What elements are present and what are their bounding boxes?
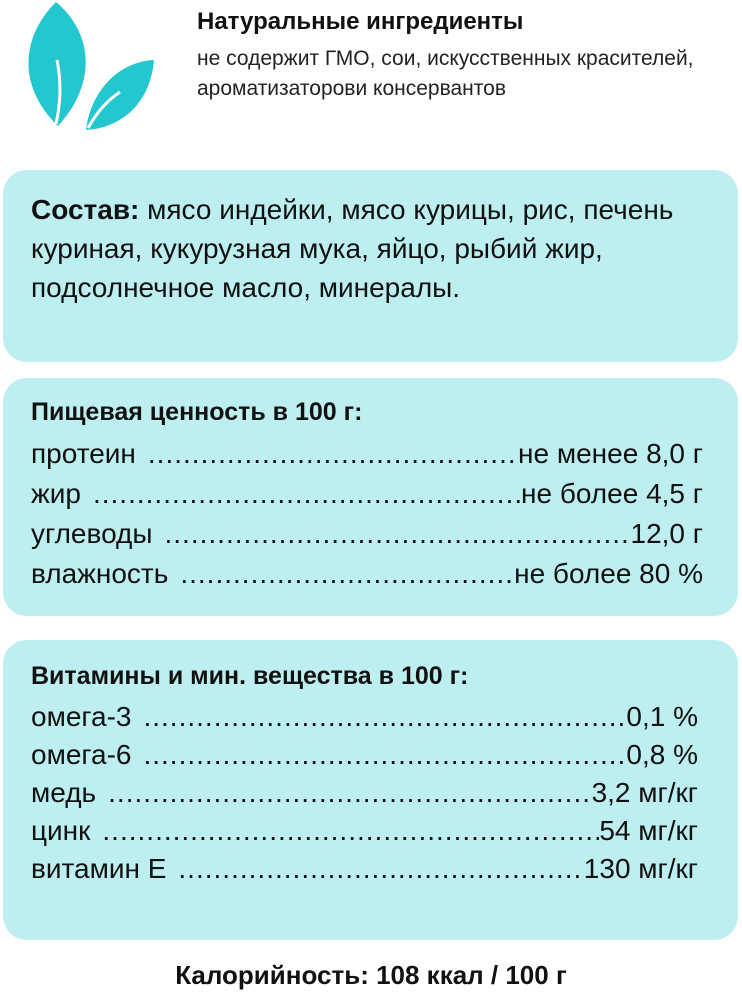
row-label: омега-6 (31, 739, 132, 770)
dot-leader (93, 474, 521, 514)
composition-box: Состав: мясо индейки, мясо курицы, рис, … (3, 170, 738, 362)
leaves-icon (28, 2, 154, 130)
row-value: не более 80 % (514, 558, 703, 589)
vitamins-row: цинк 54 мг/кг (31, 812, 698, 850)
calories: Калорийность: 108 ккал / 100 г (175, 960, 567, 990)
row-label: протеин (31, 438, 136, 469)
row-value: 0,1 % (626, 701, 698, 732)
row-label: углеводы (31, 518, 153, 549)
header-subtitle: не содержит ГМО, сои, искусственных крас… (197, 47, 694, 100)
row-label: омега-3 (31, 701, 132, 732)
dot-leader (178, 850, 583, 888)
row-value: не более 4,5 г (521, 478, 703, 509)
composition-label: Состав: (31, 194, 140, 225)
dot-leader (148, 434, 518, 474)
row-value: 0,8 % (626, 739, 698, 770)
vitamins-row: омега-6 0,8 % (31, 736, 698, 774)
nutrition-row: жир не более 4,5 г (31, 474, 703, 514)
vitamins-row: медь 3,2 мг/кг (31, 774, 698, 812)
row-value: 54 мг/кг (599, 815, 698, 846)
vitamins-title: Витамины и мин. вещества в 100 г: (31, 662, 469, 690)
row-value: 3,2 мг/кг (591, 777, 698, 808)
row-value: 12,0 г (630, 518, 704, 549)
nutrition-box: Пищевая ценность в 100 г: протеин не мене… (3, 378, 738, 616)
composition-text: мясо индейки, мясо курицы, рис, печень к… (31, 194, 674, 303)
vitamins-row: омега-3 0,1 % (31, 698, 698, 736)
row-label: жир (31, 478, 81, 509)
dot-leader (180, 554, 514, 594)
dot-leader (143, 736, 626, 774)
dot-leader (143, 698, 626, 736)
row-value: не менее 8,0 г (518, 438, 703, 469)
nutrition-row: протеин не менее 8,0 г (31, 434, 703, 474)
dot-leader (165, 514, 631, 554)
row-label: цинк (31, 815, 91, 846)
dot-leader (108, 774, 591, 812)
vitamins-row: витамин Е 130 мг/кг (31, 850, 698, 888)
row-label: медь (31, 777, 97, 808)
dot-leader (102, 812, 599, 850)
row-label: витамин Е (31, 853, 167, 884)
row-label: влажность (31, 558, 169, 589)
nutrition-title: Пищевая ценность в 100 г: (31, 398, 363, 426)
vitamins-box: Витамины и мин. вещества в 100 г: омега-… (3, 640, 738, 940)
header: Натуральные ингредиенты не содержит ГМО,… (197, 6, 737, 104)
nutrition-row: влажность не более 80 % (31, 554, 703, 594)
nutrition-row: углеводы 12,0 г (31, 514, 703, 554)
header-title: Натуральные ингредиенты (197, 8, 524, 35)
row-value: 130 мг/кг (583, 853, 698, 884)
